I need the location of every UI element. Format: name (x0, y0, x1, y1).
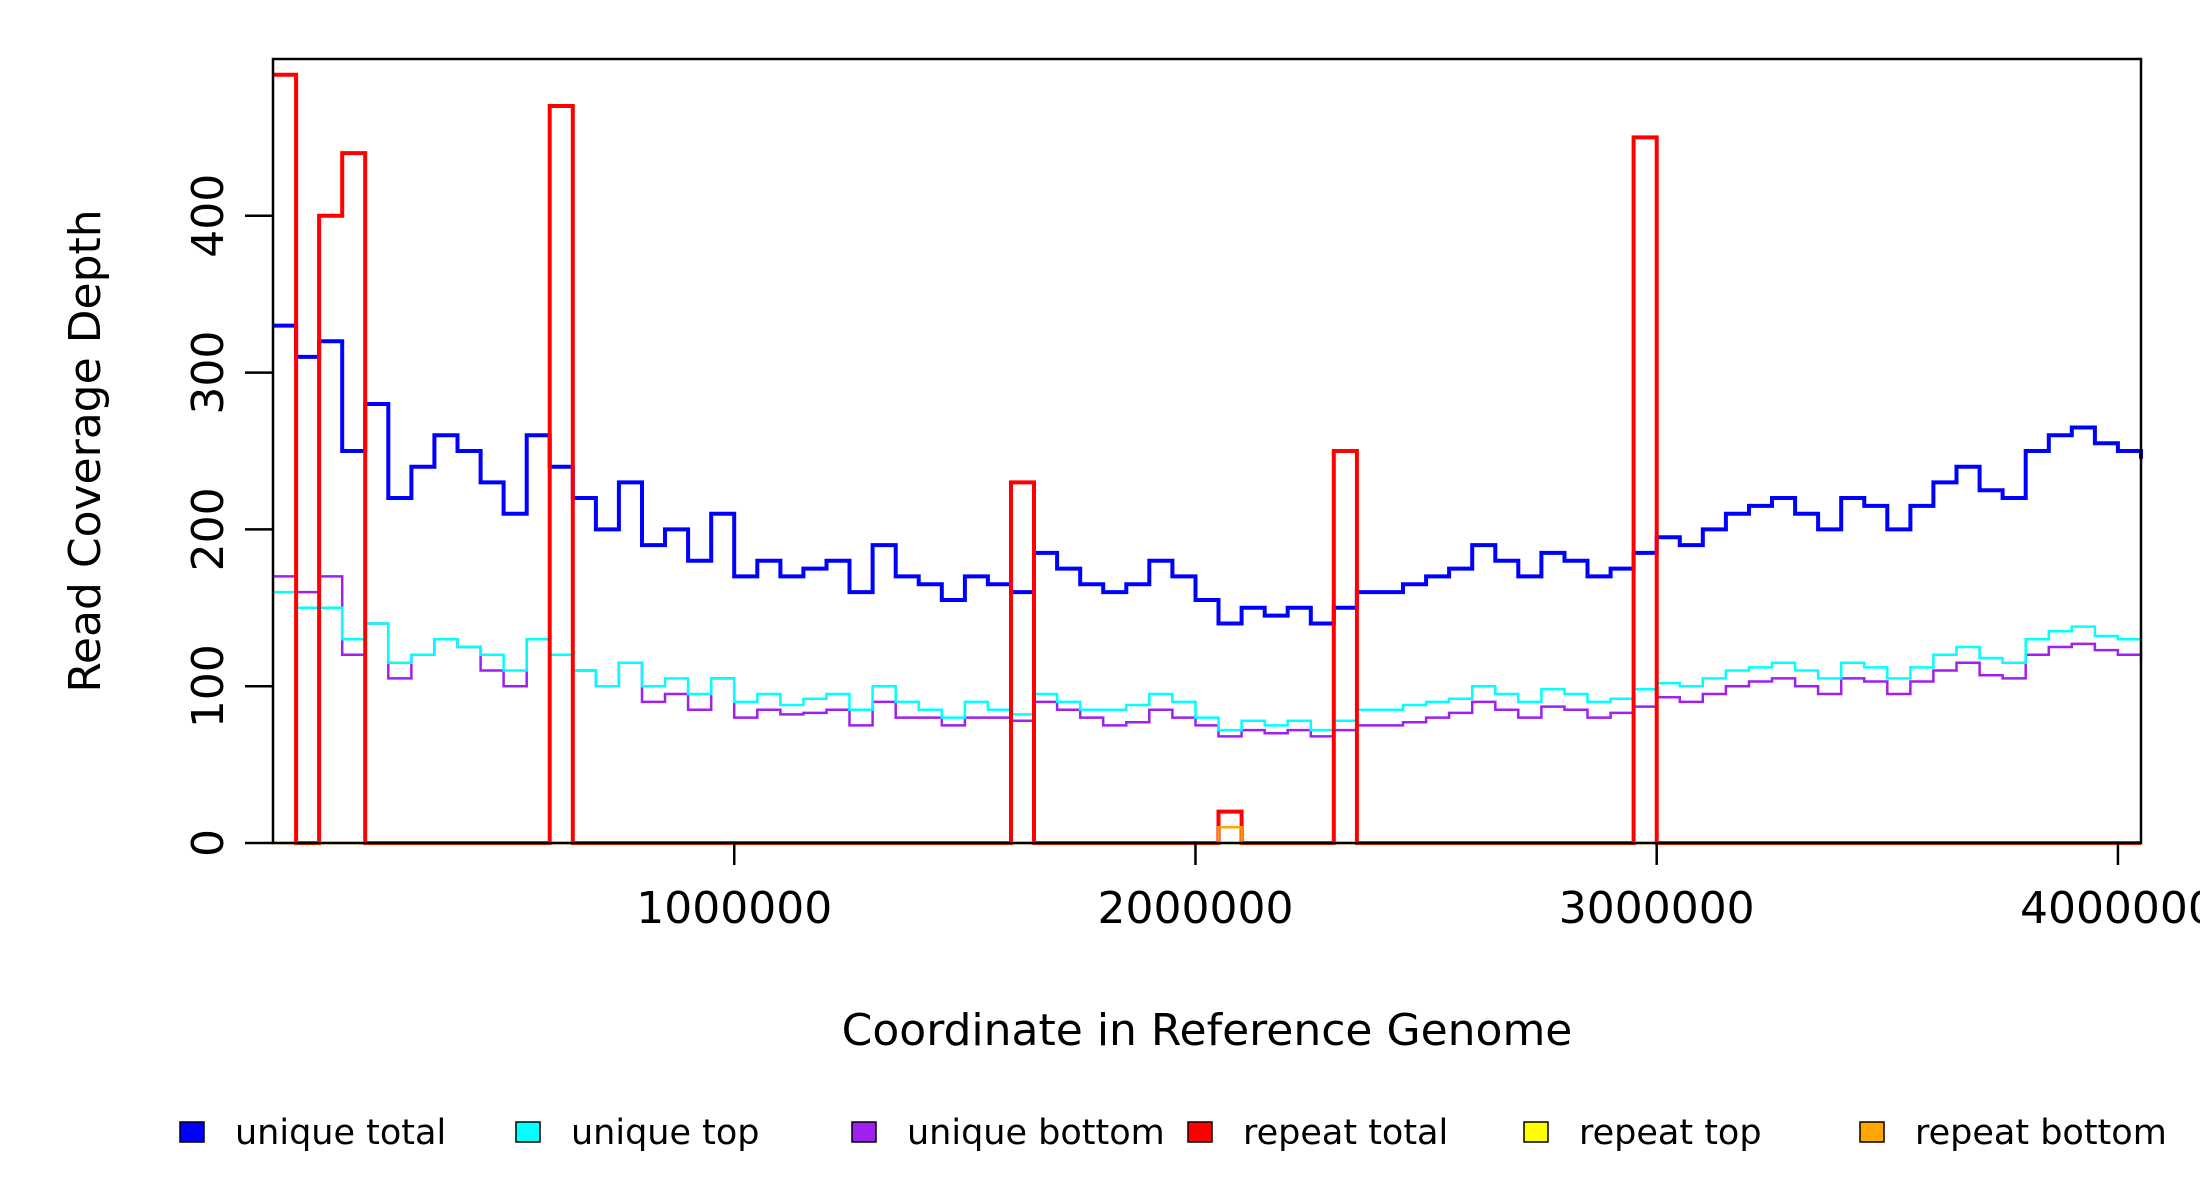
x-tick-label: 2000000 (1097, 883, 1293, 934)
x-tick-label: 1000000 (636, 883, 832, 934)
legend-swatch (1523, 1121, 1549, 1143)
legend-swatch (179, 1121, 205, 1143)
legend-item: repeat top (1523, 1113, 1762, 1153)
legend-item: repeat total (1187, 1113, 1448, 1153)
x-axis: 1000000 2000000 3000000 4000000 (636, 843, 2200, 934)
legend-label: unique bottom (907, 1113, 1165, 1153)
series-line-unique-total (273, 323, 2143, 626)
legend-label: unique total (235, 1113, 446, 1153)
y-tick-label: 100 (183, 644, 234, 728)
y-tick-label: 400 (183, 174, 234, 258)
x-tick-label: 3000000 (1559, 883, 1755, 934)
legend-label: repeat bottom (1915, 1113, 2167, 1153)
legend-item: unique bottom (851, 1113, 1165, 1153)
legend-swatch (1859, 1121, 1885, 1143)
y-tick-label: 300 (183, 331, 234, 415)
x-tick-label: 4000000 (2020, 883, 2200, 934)
legend-item: unique total (179, 1113, 446, 1153)
legend-item: unique top (515, 1113, 760, 1153)
y-axis-title: Read Coverage Depth (60, 209, 111, 692)
x-axis-title: Coordinate in Reference Genome (842, 1005, 1573, 1056)
legend-item: repeat bottom (1859, 1113, 2167, 1153)
plot-frame (271, 57, 2143, 845)
legend-swatch (1187, 1121, 1213, 1143)
legend-swatch (515, 1121, 541, 1143)
legend-swatch (851, 1121, 877, 1143)
y-axis: 0 100 200 300 400 (183, 174, 273, 857)
legend-label: repeat total (1243, 1113, 1448, 1153)
series-line-unique-top (273, 590, 2143, 732)
legend-label: repeat top (1579, 1113, 1762, 1153)
legend-label: unique top (571, 1113, 760, 1153)
legend: unique total unique top unique bottom repea… (179, 1113, 2167, 1153)
y-tick-label: 0 (183, 829, 234, 857)
y-tick-label: 200 (183, 487, 234, 571)
